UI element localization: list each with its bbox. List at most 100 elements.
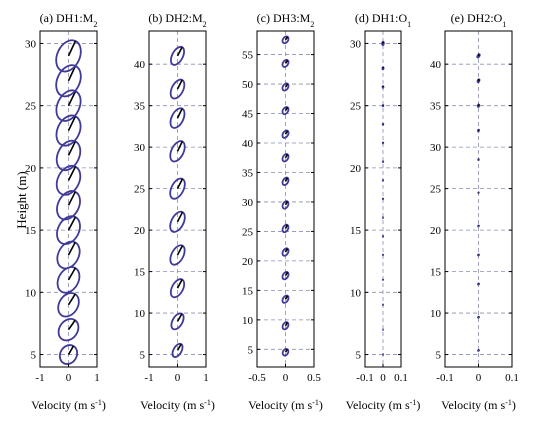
y-tick-label: 30	[134, 142, 146, 154]
ellipse-group	[55, 39, 82, 365]
y-tick-label: 25	[430, 184, 442, 196]
major-axis-line	[67, 345, 75, 355]
x-axis-label-close: )	[319, 398, 323, 412]
major-axis-line	[67, 90, 77, 107]
major-axis-line	[176, 279, 183, 289]
x-axis-label-main: Velocity (m s	[248, 398, 312, 412]
panel-title-main: (b) DH2:M	[148, 11, 203, 25]
panel-title: (a) DH1:M2	[40, 11, 98, 29]
ellipse-group	[476, 53, 481, 352]
major-axis-line	[67, 166, 77, 181]
y-tick-label: 30	[25, 38, 37, 50]
major-axis-line	[176, 211, 184, 223]
major-axis-line	[67, 293, 76, 306]
x-tick-label: 0	[283, 372, 289, 384]
y-tick-label: 10	[430, 308, 442, 320]
y-tick-label: 10	[242, 315, 254, 327]
major-axis-line	[67, 191, 77, 206]
panel-title-subscript: 1	[407, 20, 411, 29]
panel-title-main: (a) DH1:M	[40, 11, 94, 25]
panel-title-subscript: 2	[310, 20, 314, 29]
y-tick-label: 5	[436, 350, 442, 362]
tidal-ellipse	[281, 247, 290, 257]
x-axis-label-superscript: -1	[410, 398, 417, 407]
y-tick-label: 15	[242, 285, 254, 297]
y-tick-label: 40	[430, 59, 442, 71]
panel-title: (c) DH3:M2	[257, 11, 315, 29]
x-axis-label-close: )	[416, 398, 420, 412]
tidal-ellipse	[58, 344, 79, 365]
x-tick-label: 0.1	[394, 372, 408, 384]
x-tick-label: -0.1	[436, 372, 453, 384]
major-axis-line	[176, 343, 182, 351]
y-tick-label: 15	[350, 225, 362, 237]
y-tick-label: 20	[430, 225, 442, 237]
x-axis-label: Velocity (m s-1)	[140, 398, 215, 413]
panel-4: 5 10 15 20 25 30 -0.1 0 0.1 (d) DH1:O1 Velocity (m…	[346, 11, 421, 412]
tidal-ellipse	[55, 164, 82, 196]
major-axis-line	[284, 295, 289, 300]
y-tick-label: 10	[350, 287, 362, 299]
panel-3: 5 10 15 20 25 30 35 40 45 50 55 -0.5 0 0.5 (c) DH3:M2 V…	[242, 11, 323, 412]
panel-title: (e) DH2:O1	[451, 11, 507, 29]
x-axis-label-close: )	[102, 398, 106, 412]
y-tick-label: 30	[350, 38, 362, 50]
tidal-ellipse	[57, 292, 80, 318]
panel-5: 5 10 15 20 25 30 35 40 -0.1 0 0.1 (e) DH2:O1 Velocit…	[430, 11, 519, 412]
x-axis-label-superscript: -1	[312, 398, 319, 407]
panel-title-main: (c) DH3:M	[257, 11, 311, 25]
x-axis-label: Velocity (m s-1)	[31, 398, 106, 413]
y-tick-label: 25	[350, 101, 362, 113]
x-axis-label: Velocity (m s-1)	[248, 398, 323, 413]
y-tick-label: 40	[134, 59, 146, 71]
major-axis-line	[477, 79, 480, 82]
major-axis-line	[67, 216, 77, 231]
y-tick-label: 5	[248, 344, 254, 356]
x-axis-label-main: Velocity (m s	[140, 398, 204, 412]
x-axis-label-superscript: -1	[505, 398, 512, 407]
major-axis-line	[176, 79, 183, 90]
major-axis-line	[284, 200, 289, 206]
y-tick-label: 5	[356, 350, 362, 362]
major-axis-line	[284, 321, 289, 327]
major-axis-line	[284, 271, 289, 277]
x-axis-label-main: Velocity (m s	[346, 398, 410, 412]
x-tick-label: -0.1	[356, 372, 373, 384]
x-axis-label-main: Velocity (m s	[441, 398, 505, 412]
y-tick-label: 20	[350, 163, 362, 175]
y-tick-label: 15	[134, 267, 146, 279]
major-axis-line	[176, 46, 183, 57]
tidal-ellipse	[281, 129, 290, 139]
panel-title: (b) DH2:M2	[148, 11, 206, 29]
panel-title-subscript: 2	[93, 20, 97, 29]
x-tick-label: 1	[94, 372, 100, 384]
major-axis-line	[67, 40, 77, 57]
x-axis-label: Velocity (m s-1)	[346, 398, 421, 413]
major-axis-line	[284, 348, 288, 353]
major-axis-line	[284, 59, 289, 64]
y-tick-label: 30	[430, 142, 442, 154]
y-tick-label: 45	[242, 109, 254, 121]
major-axis-line	[284, 130, 289, 135]
major-axis-line	[284, 177, 289, 182]
major-axis-line	[67, 319, 76, 331]
x-tick-label: 0.5	[307, 372, 321, 384]
panel-title-main: (e) DH2:O	[451, 11, 503, 25]
x-tick-label: 0	[476, 372, 482, 384]
major-axis-line	[176, 245, 184, 256]
x-axis-label-close: )	[512, 398, 516, 412]
tidal-ellipse	[281, 348, 290, 357]
panel-title: (d) DH1:O1	[355, 11, 411, 29]
major-axis-line	[67, 65, 77, 82]
tidal-ellipse	[281, 200, 290, 210]
y-tick-label: 55	[242, 50, 254, 62]
major-axis-line	[176, 108, 183, 119]
x-tick-label: -0.5	[248, 372, 266, 384]
major-axis-line	[67, 242, 76, 256]
x-axis-label-close: )	[211, 398, 215, 412]
x-tick-label: 1	[203, 372, 209, 384]
y-tick-label: 40	[242, 138, 254, 150]
x-axis-label-main: Velocity (m s	[31, 398, 95, 412]
